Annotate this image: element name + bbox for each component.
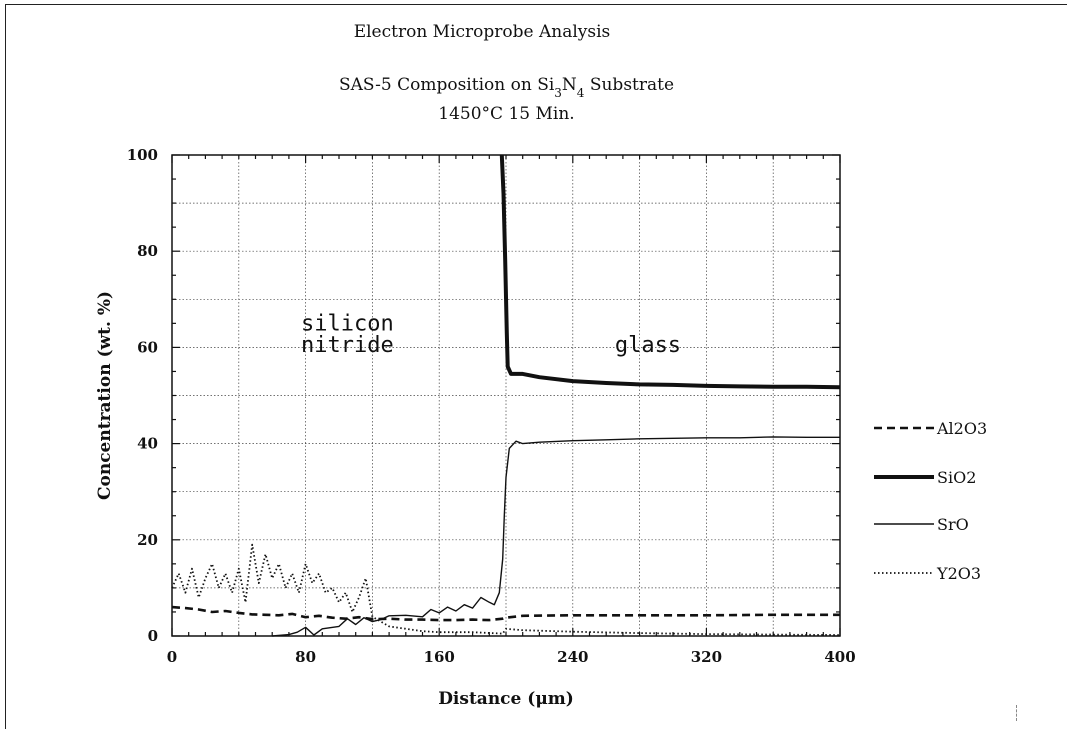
x-tick-label: 400 bbox=[824, 648, 855, 666]
y-tick-label: 60 bbox=[137, 338, 158, 356]
region-label-nitride: nitride bbox=[301, 333, 394, 358]
series-line-sro bbox=[272, 436, 840, 637]
subtitle-text: SAS-5 Composition on Si bbox=[338, 75, 555, 95]
subtitle-n: N bbox=[561, 75, 577, 95]
region-label-glass: glass bbox=[615, 333, 681, 358]
figure-title: Electron Microprobe Analysis bbox=[353, 22, 611, 42]
chart-subtitle-conditions: 1450°C 15 Min. bbox=[438, 104, 575, 124]
y-tick-label: 20 bbox=[137, 531, 158, 549]
x-tick-label: 160 bbox=[424, 648, 455, 666]
y-tick-label: 0 bbox=[148, 627, 158, 645]
y-tick-label: 80 bbox=[137, 242, 158, 260]
figure-frame bbox=[5, 4, 1067, 729]
x-tick-label: 0 bbox=[167, 648, 177, 666]
subtitle-sub-3: 3 bbox=[554, 86, 562, 101]
y-axis-label: Concentration (wt. %) bbox=[95, 291, 115, 500]
series-line-y2o3 bbox=[171, 543, 841, 636]
x-tick-label: 320 bbox=[691, 648, 722, 666]
y-tick-label: 100 bbox=[127, 146, 158, 164]
subtitle-substrate: Substrate bbox=[584, 75, 675, 95]
x-tick-label: 80 bbox=[295, 648, 316, 666]
legend-label-y2o3: Y2O3 bbox=[936, 564, 981, 583]
series-line-al2o3 bbox=[171, 605, 840, 622]
legend-label-sio2: SiO2 bbox=[937, 468, 976, 487]
x-axis-label: Distance (μm) bbox=[438, 689, 574, 709]
region-label-silicon: silicon bbox=[301, 312, 394, 337]
y-tick-label: 40 bbox=[137, 435, 158, 453]
scan-mark bbox=[1016, 705, 1018, 721]
x-tick-label: 240 bbox=[557, 648, 588, 666]
legend-label-sro: SrO bbox=[937, 515, 969, 534]
legend-label-al2o3: Al2O3 bbox=[936, 419, 987, 438]
series-line-sio2 bbox=[499, 154, 841, 390]
subtitle-sub-4: 4 bbox=[576, 86, 585, 101]
chart-subtitle: SAS-5 Composition on Si3N4 Substrate bbox=[0, 75, 1013, 101]
